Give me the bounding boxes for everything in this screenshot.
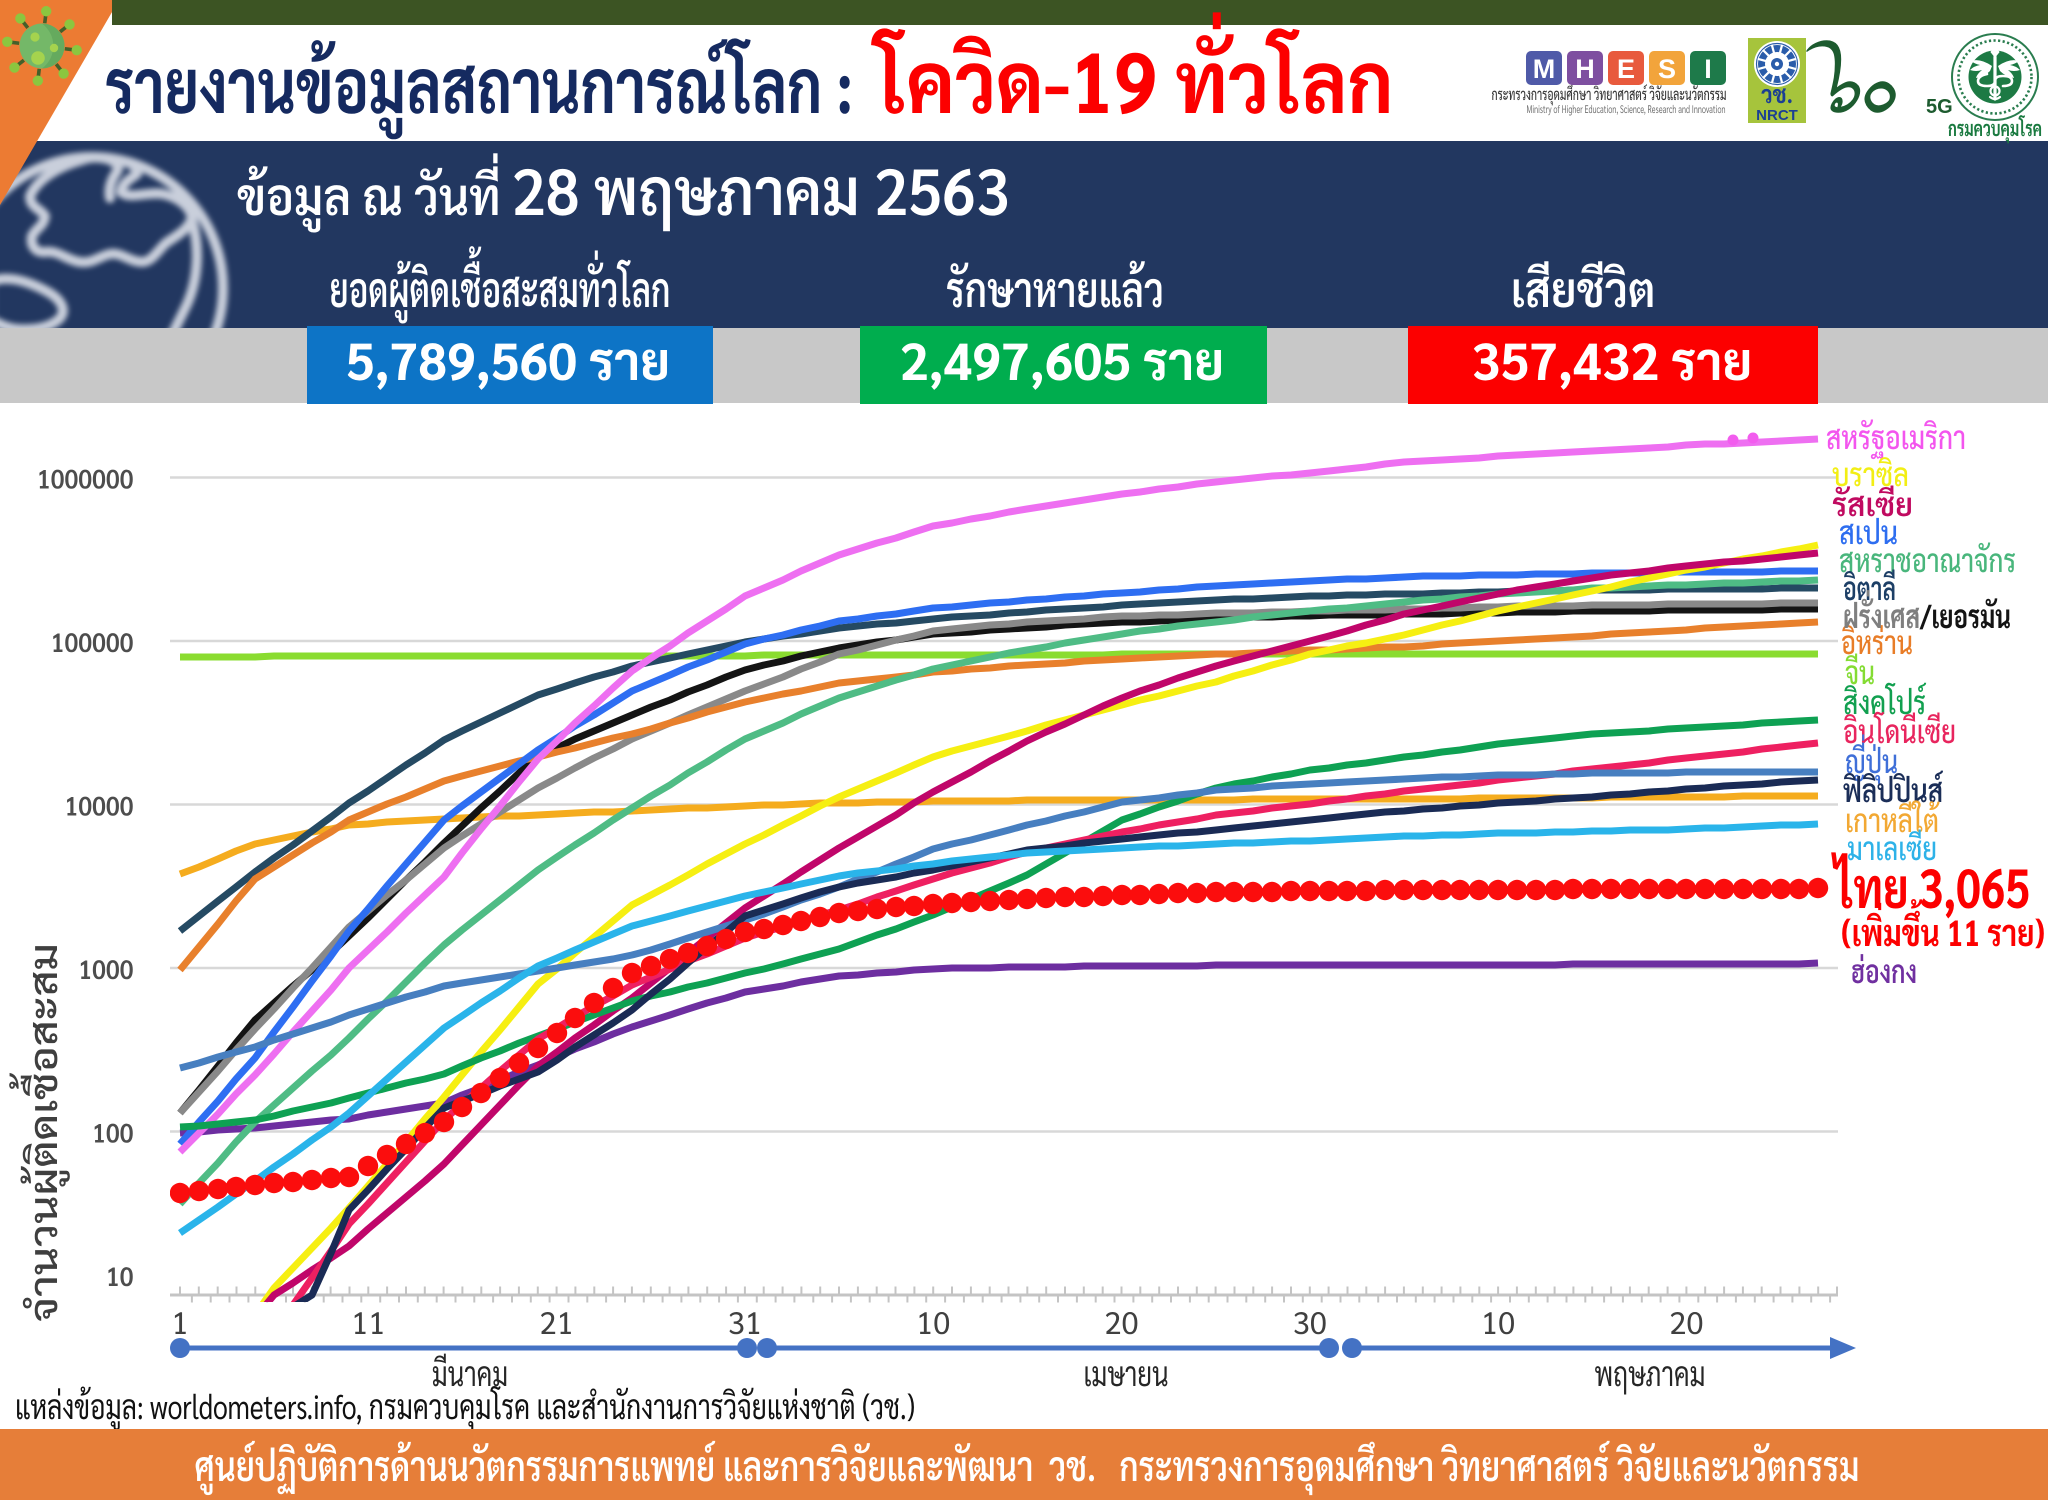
svg-text:I: I xyxy=(1704,54,1712,84)
svg-text:NRCT: NRCT xyxy=(1756,107,1798,124)
svg-text:H: H xyxy=(1575,54,1595,84)
svg-text:5G: 5G xyxy=(1926,96,1953,118)
svg-text:M: M xyxy=(1533,54,1556,84)
svg-text:S: S xyxy=(1658,54,1676,84)
svg-text:E: E xyxy=(1617,54,1635,84)
